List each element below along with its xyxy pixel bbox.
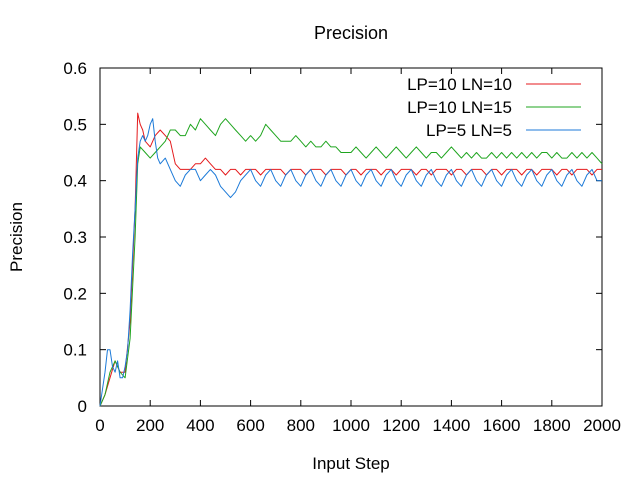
x-tick-label: 1600 [483, 416, 521, 435]
x-tick-label: 1000 [332, 416, 370, 435]
series-line-2 [99, 118, 603, 407]
y-tick-label: 0.6 [63, 59, 87, 78]
x-tick-label: 2000 [583, 416, 621, 435]
x-tick-label: 0 [95, 416, 104, 435]
y-tick-label: 0.4 [63, 172, 87, 191]
series-lines [99, 112, 603, 407]
chart-title: Precision [314, 23, 388, 43]
x-tick-label: 1200 [382, 416, 420, 435]
x-tick-label: 1400 [432, 416, 470, 435]
legend: LP=10 LN=10 LP=10 LN=15 LP=5 LN=5 [407, 75, 581, 140]
legend-label-1: LP=10 LN=10 [407, 75, 512, 94]
legend-label-3: LP=5 LN=5 [426, 121, 512, 140]
y-axis-label: Precision [7, 202, 26, 272]
y-tick-label: 0.5 [63, 115, 87, 134]
series-line-3 [99, 118, 602, 407]
plot-frame [99, 67, 603, 407]
x-tick-label: 600 [236, 416, 264, 435]
series-line-1 [99, 112, 602, 407]
x-tick-label: 1800 [533, 416, 571, 435]
x-tick-label: 800 [287, 416, 315, 435]
legend-label-2: LP=10 LN=15 [407, 98, 512, 117]
y-tick-label: 0.2 [63, 284, 87, 303]
y-tick-label: 0 [78, 397, 87, 416]
x-tick-label: 400 [186, 416, 214, 435]
x-tick-label: 200 [136, 416, 164, 435]
y-tick-label: 0.1 [63, 341, 87, 360]
axis-ticks: 0 200 400 600 800 1000 1200 1400 1600 1800 2000 0 0.… [63, 59, 621, 435]
x-axis-label: Input Step [312, 454, 390, 473]
y-tick-label: 0.3 [63, 228, 87, 247]
